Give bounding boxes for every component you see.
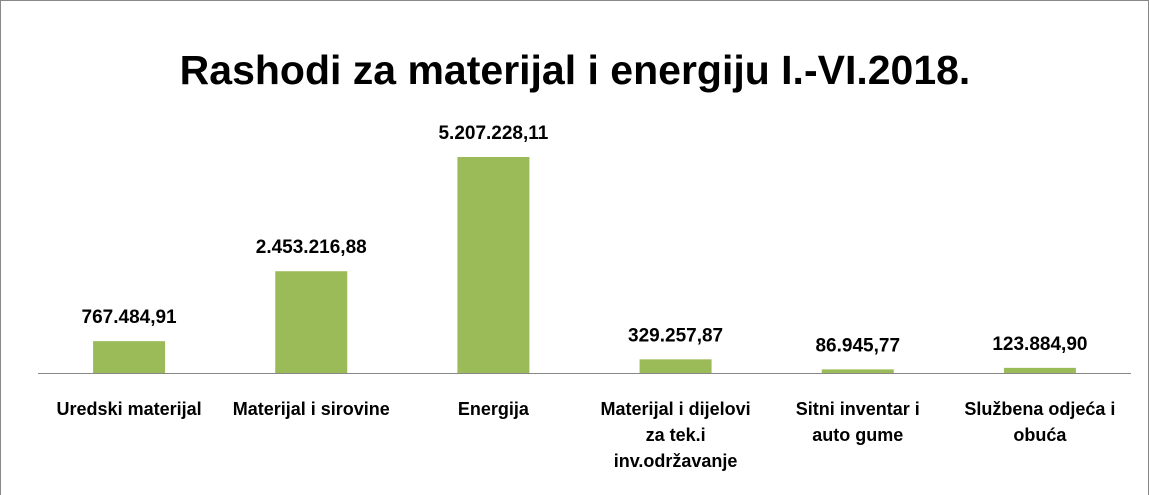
- bar: [457, 157, 530, 373]
- chart-title: Rashodi za materijal i energiju I.-VI.20…: [180, 47, 971, 93]
- value-label: 123.884,90: [992, 334, 1087, 355]
- value-label: 767.484,91: [82, 307, 178, 328]
- value-label: 86.945,77: [815, 335, 900, 356]
- x-tick-label: Uredski materijal: [56, 399, 202, 419]
- x-tick-label: Sitni inventar i auto gume: [795, 399, 920, 445]
- value-label: 5.207.228,11: [438, 123, 548, 144]
- x-tick-label: Energija: [457, 399, 529, 419]
- bar: [275, 271, 348, 373]
- value-label: 329.257,87: [628, 325, 723, 346]
- bar: [1003, 367, 1076, 373]
- x-tick-label: Službena odjeća i obuća: [964, 399, 1116, 445]
- value-label: 2.453.216,88: [256, 237, 367, 258]
- x-tick-label: Materijal i sirovine: [232, 399, 390, 419]
- bar: [639, 359, 712, 373]
- bar: [93, 341, 166, 373]
- x-tick-label: Materijal i dijelovi za tek.i inv.održav…: [600, 399, 751, 471]
- bar: [821, 369, 894, 373]
